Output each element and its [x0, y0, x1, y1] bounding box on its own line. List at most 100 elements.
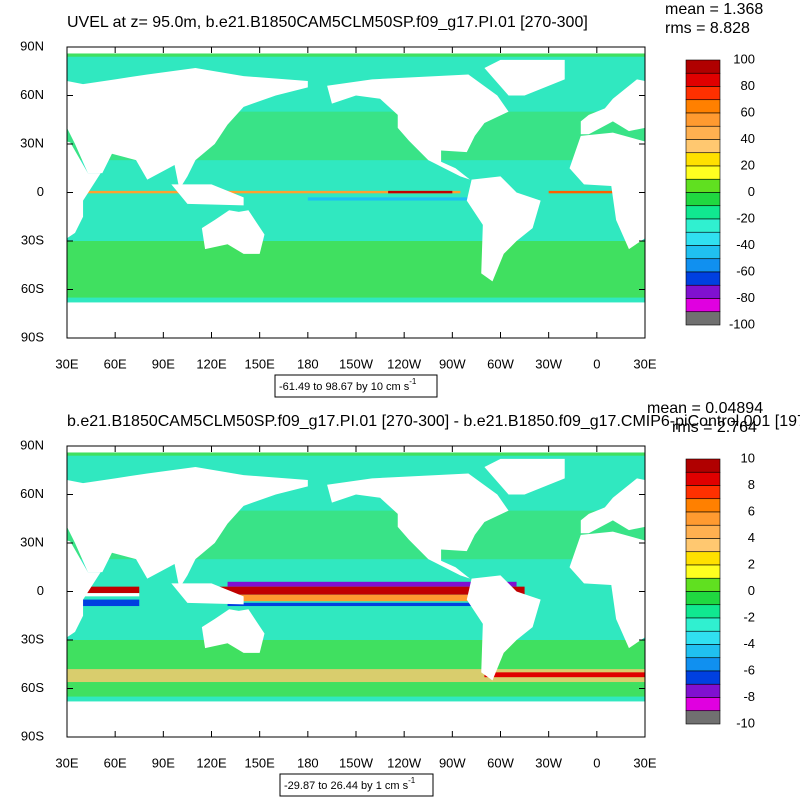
- lat-label: 90S: [21, 728, 44, 743]
- lat-label: 0: [37, 184, 44, 199]
- colorbar-label: 40: [741, 131, 755, 146]
- colorbar-label: -100: [729, 316, 755, 331]
- lat-label: 30S: [21, 631, 44, 646]
- lon-label: 30E: [633, 356, 656, 371]
- lat-label: 90N: [20, 38, 44, 53]
- colorbar-box: [685, 511, 721, 526]
- lat-label: 90N: [20, 437, 44, 452]
- colorbar-box: [685, 604, 721, 619]
- colorbar-box: [685, 697, 721, 712]
- range-text: -61.49 to 98.67 by 10 cm s-1: [279, 377, 417, 393]
- lon-label: 90W: [439, 356, 466, 371]
- lon-label: 60W: [487, 755, 514, 770]
- lon-label: 0: [593, 755, 600, 770]
- lat-label: 60N: [20, 486, 44, 501]
- colorbar-box: [685, 205, 721, 220]
- colorbar-box: [685, 577, 721, 592]
- lon-label: 30W: [535, 755, 562, 770]
- colorbar-label: 4: [748, 530, 755, 545]
- colorbar-box: [685, 178, 721, 193]
- lon-label: 180: [297, 755, 319, 770]
- colorbar-label: 6: [748, 503, 755, 518]
- lon-label: 60E: [104, 755, 127, 770]
- lat-label: 30N: [20, 534, 44, 549]
- range-box: [274, 374, 438, 398]
- colorbar-box: [685, 538, 721, 553]
- colorbar-box: [685, 524, 721, 539]
- lon-label: 60E: [104, 356, 127, 371]
- lon-label: 120E: [196, 356, 227, 371]
- colorbar-box: [685, 192, 721, 207]
- map: [67, 47, 645, 338]
- colorbar-box: [685, 59, 721, 74]
- colorbar-box: [685, 551, 721, 566]
- lon-label: 150E: [244, 356, 275, 371]
- lon-label: 120E: [196, 755, 227, 770]
- colorbar-box: [685, 99, 721, 114]
- colorbar-label: -60: [736, 263, 755, 278]
- colorbar-label: 80: [741, 78, 755, 93]
- range-value: -61.49 to 98.67 by 10 cm s: [279, 381, 410, 393]
- range-exponent: -1: [409, 377, 417, 386]
- colorbar-box: [685, 485, 721, 500]
- colorbar-box: [685, 86, 721, 101]
- colorbar-label: -6: [743, 662, 755, 677]
- panel-title: UVEL at z= 95.0m, b.e21.B1850CAM5CLM50SP…: [67, 14, 588, 31]
- lon-label: 90E: [152, 755, 175, 770]
- colorbar-box: [685, 630, 721, 645]
- lon-label: 0: [593, 356, 600, 371]
- lon-label: 90W: [439, 755, 466, 770]
- panel: b.e21.B1850CAM5CLM50SP.f09_g17.PI.01 [27…: [20, 400, 800, 797]
- colorbar-box: [685, 284, 721, 299]
- mean-label: mean = 0.04894: [647, 400, 763, 417]
- lon-label: 30E: [55, 356, 78, 371]
- colorbar-box: [685, 710, 721, 725]
- lat-label: 60S: [21, 281, 44, 296]
- colorbar-label: -10: [736, 715, 755, 730]
- colorbar-box: [685, 218, 721, 233]
- mean-label: mean = 1.368: [665, 1, 763, 18]
- lon-label: 120W: [387, 755, 422, 770]
- lon-label: 60W: [487, 356, 514, 371]
- range-value: -29.87 to 26.44 by 1 cm s: [284, 780, 409, 792]
- lon-label: 150W: [339, 755, 374, 770]
- colorbar-label: 0: [748, 184, 755, 199]
- rms-label: rms = 2.764: [672, 419, 757, 436]
- colorbar-box: [685, 152, 721, 167]
- colorbar-label: -20: [736, 210, 755, 225]
- lat-label: 60S: [21, 680, 44, 695]
- range-text: -29.87 to 26.44 by 1 cm s-1: [284, 776, 416, 792]
- colorbar-box: [685, 231, 721, 246]
- colorbar-box: [685, 564, 721, 579]
- colorbar-box: [685, 271, 721, 286]
- colorbar-box: [685, 165, 721, 180]
- colorbar-label: 60: [741, 104, 755, 119]
- colorbar-box: [685, 311, 721, 326]
- lat-label: 90S: [21, 329, 44, 344]
- lon-label: 180: [297, 356, 319, 371]
- colorbar-label: -2: [743, 609, 755, 624]
- colorbar-box: [685, 72, 721, 87]
- colorbar-box: [685, 683, 721, 698]
- range-box: [279, 773, 434, 797]
- lon-label: 150W: [339, 356, 374, 371]
- colorbar-box: [685, 125, 721, 140]
- colorbar-box: [685, 139, 721, 154]
- lat-label: 60N: [20, 87, 44, 102]
- colorbar-label: 100: [733, 51, 755, 66]
- rms-label: rms = 8.828: [665, 20, 750, 37]
- colorbar-box: [685, 644, 721, 659]
- lon-label: 30E: [633, 755, 656, 770]
- colorbar-box: [685, 498, 721, 513]
- lon-label: 120W: [387, 356, 422, 371]
- colorbar-box: [685, 245, 721, 260]
- colorbar-label: -80: [736, 290, 755, 305]
- colorbar-box: [685, 258, 721, 273]
- range-exponent: -1: [408, 776, 416, 785]
- lat-label: 0: [37, 583, 44, 598]
- colorbar-label: 10: [741, 450, 755, 465]
- map: [67, 446, 645, 737]
- colorbar-label: 0: [748, 583, 755, 598]
- colorbar-box: [685, 298, 721, 313]
